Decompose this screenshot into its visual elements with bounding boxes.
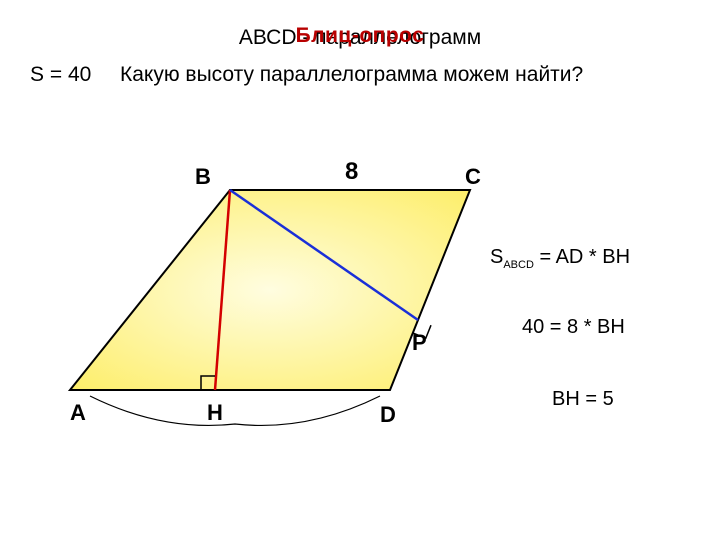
equation-substitution: 40 = 8 * BH bbox=[522, 316, 625, 339]
stage: АВСD - параллелограмм Блиц-опрос S = 40 … bbox=[0, 0, 720, 540]
side-length-label: 8 bbox=[345, 158, 358, 186]
equation-area-formula: SABCD = AD * BH bbox=[490, 246, 630, 271]
eq1-S: S bbox=[490, 246, 503, 268]
eq1-post: = AD * BH bbox=[534, 246, 630, 268]
vertex-C-label: С bbox=[465, 164, 481, 190]
vertex-A-label: A bbox=[70, 400, 86, 426]
equation-result: BH = 5 bbox=[552, 388, 614, 411]
eq1-sub: ABCD bbox=[503, 259, 534, 271]
vertex-D-label: D bbox=[380, 402, 396, 428]
vertex-P-label: Р bbox=[412, 330, 427, 356]
vertex-H-label: Н bbox=[207, 400, 223, 426]
vertex-B-label: В bbox=[195, 164, 211, 190]
